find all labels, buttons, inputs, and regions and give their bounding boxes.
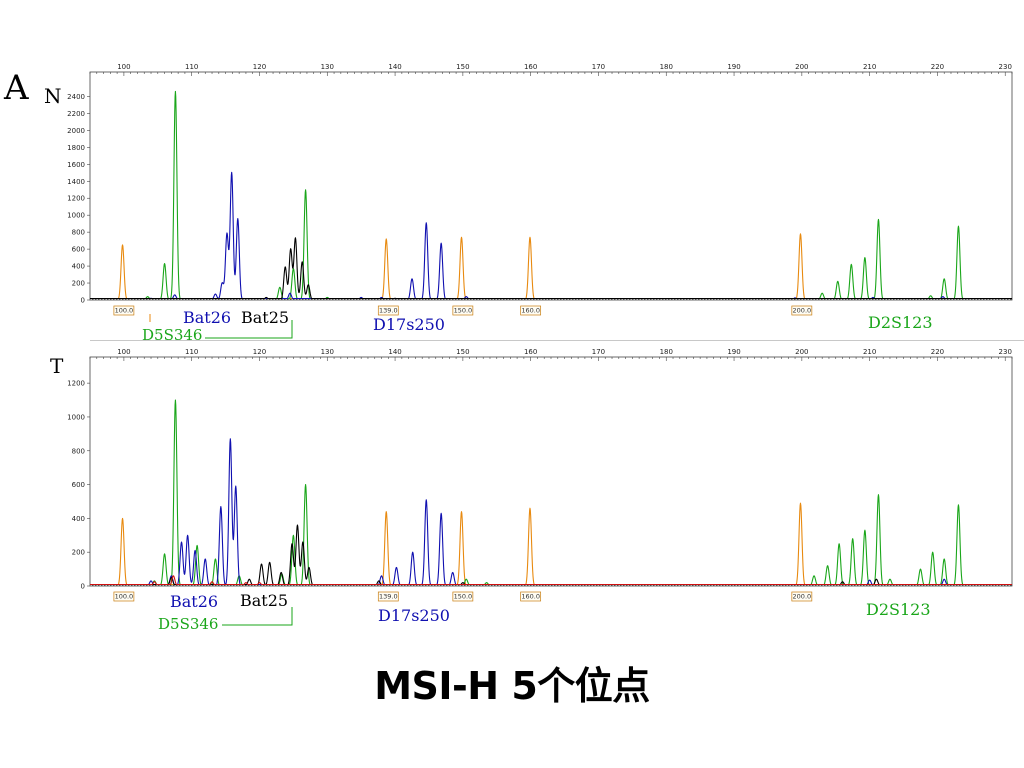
trace-red xyxy=(89,575,1013,586)
y-tick-label: 1600 xyxy=(67,161,85,169)
x-tick-label: 150 xyxy=(456,348,469,356)
y-tick-label: 1800 xyxy=(67,144,85,152)
y-tick-label: 1200 xyxy=(67,380,85,388)
x-tick-label: 230 xyxy=(999,348,1012,356)
y-tick-label: 1000 xyxy=(67,413,85,421)
y-tick-label: 800 xyxy=(72,229,85,237)
trace-blue xyxy=(89,171,1013,300)
bin-box xyxy=(452,305,474,316)
x-tick-label: 120 xyxy=(253,348,266,356)
bin-box xyxy=(113,305,135,316)
marker-label-d5s346: D5S346 xyxy=(158,615,218,633)
y-tick-label: 2400 xyxy=(67,93,85,101)
slide-title: MSI-H 5个位点 xyxy=(374,664,650,708)
panel-label-t: T xyxy=(50,354,64,378)
bin-label: 160.0 xyxy=(521,307,540,315)
y-tick-label: 0 xyxy=(81,297,85,305)
x-tick-label: 170 xyxy=(592,63,605,71)
x-tick-label: 100 xyxy=(117,63,130,71)
bin-label: 100.0 xyxy=(115,307,134,315)
marker-bracket xyxy=(205,320,293,339)
bin-box xyxy=(520,591,542,602)
panel-label-n: N xyxy=(44,84,62,108)
electropherogram-normal: 100 110 120 130 140 150 160 170 180 190 200 210 220 2… xyxy=(67,63,1013,344)
bin-label: 139.0 xyxy=(379,593,398,601)
x-tick-label: 180 xyxy=(660,63,673,71)
y-tick-label: 600 xyxy=(72,246,85,254)
marker-label-d5s346: D5S346 xyxy=(142,326,202,344)
marker-label-d17s250: D17s250 xyxy=(373,315,445,334)
x-tick-label: 110 xyxy=(185,63,198,71)
y-tick-label: 2000 xyxy=(67,127,85,135)
bin-label: 100.0 xyxy=(115,593,134,601)
marker-label-bat26: Bat26 xyxy=(170,592,218,611)
marker-label-d2s123: D2S123 xyxy=(868,313,933,332)
x-tick-label: 190 xyxy=(727,348,740,356)
x-tick-label: 160 xyxy=(524,63,537,71)
x-tick-label: 230 xyxy=(999,63,1012,71)
panel-divider xyxy=(90,340,1024,341)
y-tick-label: 800 xyxy=(72,447,85,455)
bin-box xyxy=(791,305,813,316)
trace-black xyxy=(89,237,1013,300)
y-tick-label: 0 xyxy=(81,583,85,591)
bin-label: 139.0 xyxy=(379,307,398,315)
x-tick-label: 110 xyxy=(185,348,198,356)
marker-bracket xyxy=(222,607,293,626)
x-tick-label: 220 xyxy=(931,348,944,356)
marker-label-bat26: Bat26 xyxy=(183,308,231,327)
x-tick-label: 180 xyxy=(660,348,673,356)
x-tick-label: 200 xyxy=(795,63,808,71)
x-tick-label: 130 xyxy=(321,63,334,71)
bin-label: 150.0 xyxy=(454,307,473,315)
x-tick-label: 120 xyxy=(253,63,266,71)
bin-label: 160.0 xyxy=(521,593,540,601)
marker-label-bat25: Bat25 xyxy=(240,591,288,610)
y-tick-label: 2200 xyxy=(67,110,85,118)
y-tick-label: 200 xyxy=(72,280,85,288)
x-tick-label: 220 xyxy=(931,63,944,71)
trace-blue xyxy=(89,438,1013,586)
marker-label-d17s250: D17s250 xyxy=(378,606,450,625)
bin-box xyxy=(452,591,474,602)
x-tick-label: 210 xyxy=(863,63,876,71)
bin-label: 200.0 xyxy=(793,593,812,601)
x-tick-label: 200 xyxy=(795,348,808,356)
marker-label-d2s123: D2S123 xyxy=(866,600,931,619)
bin-label: 200.0 xyxy=(793,307,812,315)
y-tick-label: 1200 xyxy=(67,195,85,203)
x-tick-label: 140 xyxy=(388,63,401,71)
trace-green xyxy=(89,90,1013,300)
marker-label-bat25: Bat25 xyxy=(241,308,289,327)
bin-label: 150.0 xyxy=(454,593,473,601)
bin-box xyxy=(377,591,399,602)
bin-box xyxy=(520,305,542,316)
x-tick-label: 130 xyxy=(321,348,334,356)
x-tick-label: 210 xyxy=(863,348,876,356)
figure-letter: A xyxy=(4,68,29,108)
electropherogram-tumor: 100 110 120 130 140 150 160 170 180 190 200 210 220 2… xyxy=(67,348,1013,633)
y-tick-label: 400 xyxy=(72,515,85,523)
bin-box xyxy=(791,591,813,602)
y-tick-label: 600 xyxy=(72,481,85,489)
trace-green xyxy=(89,399,1013,586)
x-tick-label: 170 xyxy=(592,348,605,356)
y-tick-label: 400 xyxy=(72,263,85,271)
y-tick-label: 1000 xyxy=(67,212,85,220)
bin-box xyxy=(113,591,135,602)
x-tick-label: 160 xyxy=(524,348,537,356)
x-tick-label: 150 xyxy=(456,63,469,71)
x-tick-label: 190 xyxy=(727,63,740,71)
bin-box xyxy=(377,305,399,316)
y-tick-label: 1400 xyxy=(67,178,85,186)
x-tick-label: 140 xyxy=(388,348,401,356)
y-tick-label: 200 xyxy=(72,549,85,557)
plot-frame xyxy=(89,71,1013,301)
x-tick-label: 100 xyxy=(117,348,130,356)
